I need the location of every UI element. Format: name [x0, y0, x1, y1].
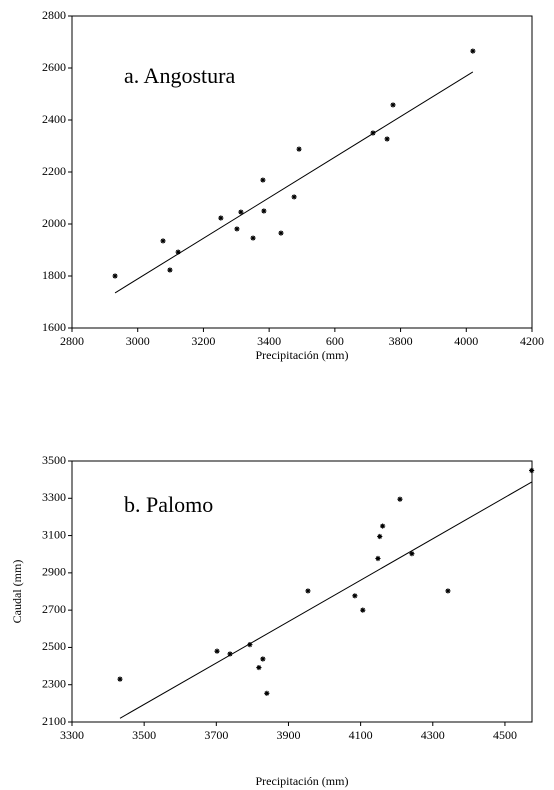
data-point: [234, 226, 240, 232]
y-tick-label: 2500: [42, 639, 66, 653]
y-tick-label: 2400: [42, 112, 66, 126]
data-point: [218, 215, 224, 221]
data-point: [175, 249, 181, 255]
data-point: [305, 588, 311, 594]
x-tick-label: 3800: [389, 334, 413, 348]
data-point: [227, 651, 233, 657]
y-tick-label: 2600: [42, 60, 66, 74]
x-tick-label: 3400: [257, 334, 281, 348]
data-point: [260, 177, 266, 183]
data-point: [112, 273, 118, 279]
chart-title: a. Angostura: [124, 63, 235, 88]
y-tick-label: 2800: [42, 8, 66, 22]
data-point: [260, 656, 266, 662]
y-tick-label: 3100: [42, 527, 66, 541]
x-tick-label: 3900: [276, 728, 300, 742]
data-point: [380, 523, 386, 529]
y-tick-label: 2300: [42, 676, 66, 690]
data-point: [445, 588, 451, 594]
x-tick-label: 4300: [421, 728, 445, 742]
data-point: [390, 102, 396, 108]
plot-frame: [71, 460, 533, 723]
data-point: [296, 146, 302, 152]
chart-title: b. Palomo: [124, 492, 213, 517]
x-axis-label: Precipitación (mm): [256, 348, 349, 362]
x-tick-label: 4500: [493, 728, 517, 742]
y-tick-label: 3300: [42, 490, 66, 504]
y-tick-label: 1600: [42, 320, 66, 334]
y-tick-label: 2100: [42, 714, 66, 728]
data-point: [264, 690, 270, 696]
x-tick-label: 2800: [60, 334, 84, 348]
y-tick-label: 1800: [42, 268, 66, 282]
data-point: [250, 235, 256, 241]
data-point: [167, 267, 173, 273]
data-point: [261, 208, 267, 214]
data-point: [117, 676, 123, 682]
data-point: [384, 136, 390, 142]
data-point: [409, 551, 415, 557]
data-point: [352, 593, 358, 599]
x-tick-label: 3300: [60, 728, 84, 742]
data-point: [256, 664, 262, 671]
data-point: [529, 467, 535, 474]
y-tick-label: 2900: [42, 565, 66, 579]
data-point: [214, 648, 220, 654]
data-point: [238, 209, 244, 215]
x-tick-label: 3200: [191, 334, 215, 348]
x-axis-label: Precipitación (mm): [256, 774, 349, 788]
data-point: [247, 642, 253, 648]
x-tick-label: 4100: [349, 728, 373, 742]
x-tick-label: 600: [326, 334, 344, 348]
fit-line: [119, 481, 532, 719]
y-tick-label: 2200: [42, 164, 66, 178]
data-point: [160, 238, 166, 244]
data-point: [397, 496, 403, 502]
data-point: [377, 533, 383, 540]
y-tick-label: 2700: [42, 602, 66, 616]
fit-line: [114, 71, 474, 294]
x-tick-label: 3500: [132, 728, 156, 742]
x-tick-label: 4000: [454, 334, 478, 348]
data-point: [291, 194, 297, 200]
data-point: [278, 230, 284, 236]
y-tick-label: 3500: [42, 453, 66, 467]
x-tick-label: 3000: [126, 334, 150, 348]
y-axis-label: Caudal (mm): [10, 560, 24, 624]
data-point: [375, 555, 381, 562]
data-point: [470, 48, 476, 54]
data-point: [360, 607, 366, 613]
x-tick-label: 4200: [520, 334, 544, 348]
y-tick-label: 2000: [42, 216, 66, 230]
data-point: [370, 130, 376, 136]
x-tick-label: 3700: [204, 728, 228, 742]
